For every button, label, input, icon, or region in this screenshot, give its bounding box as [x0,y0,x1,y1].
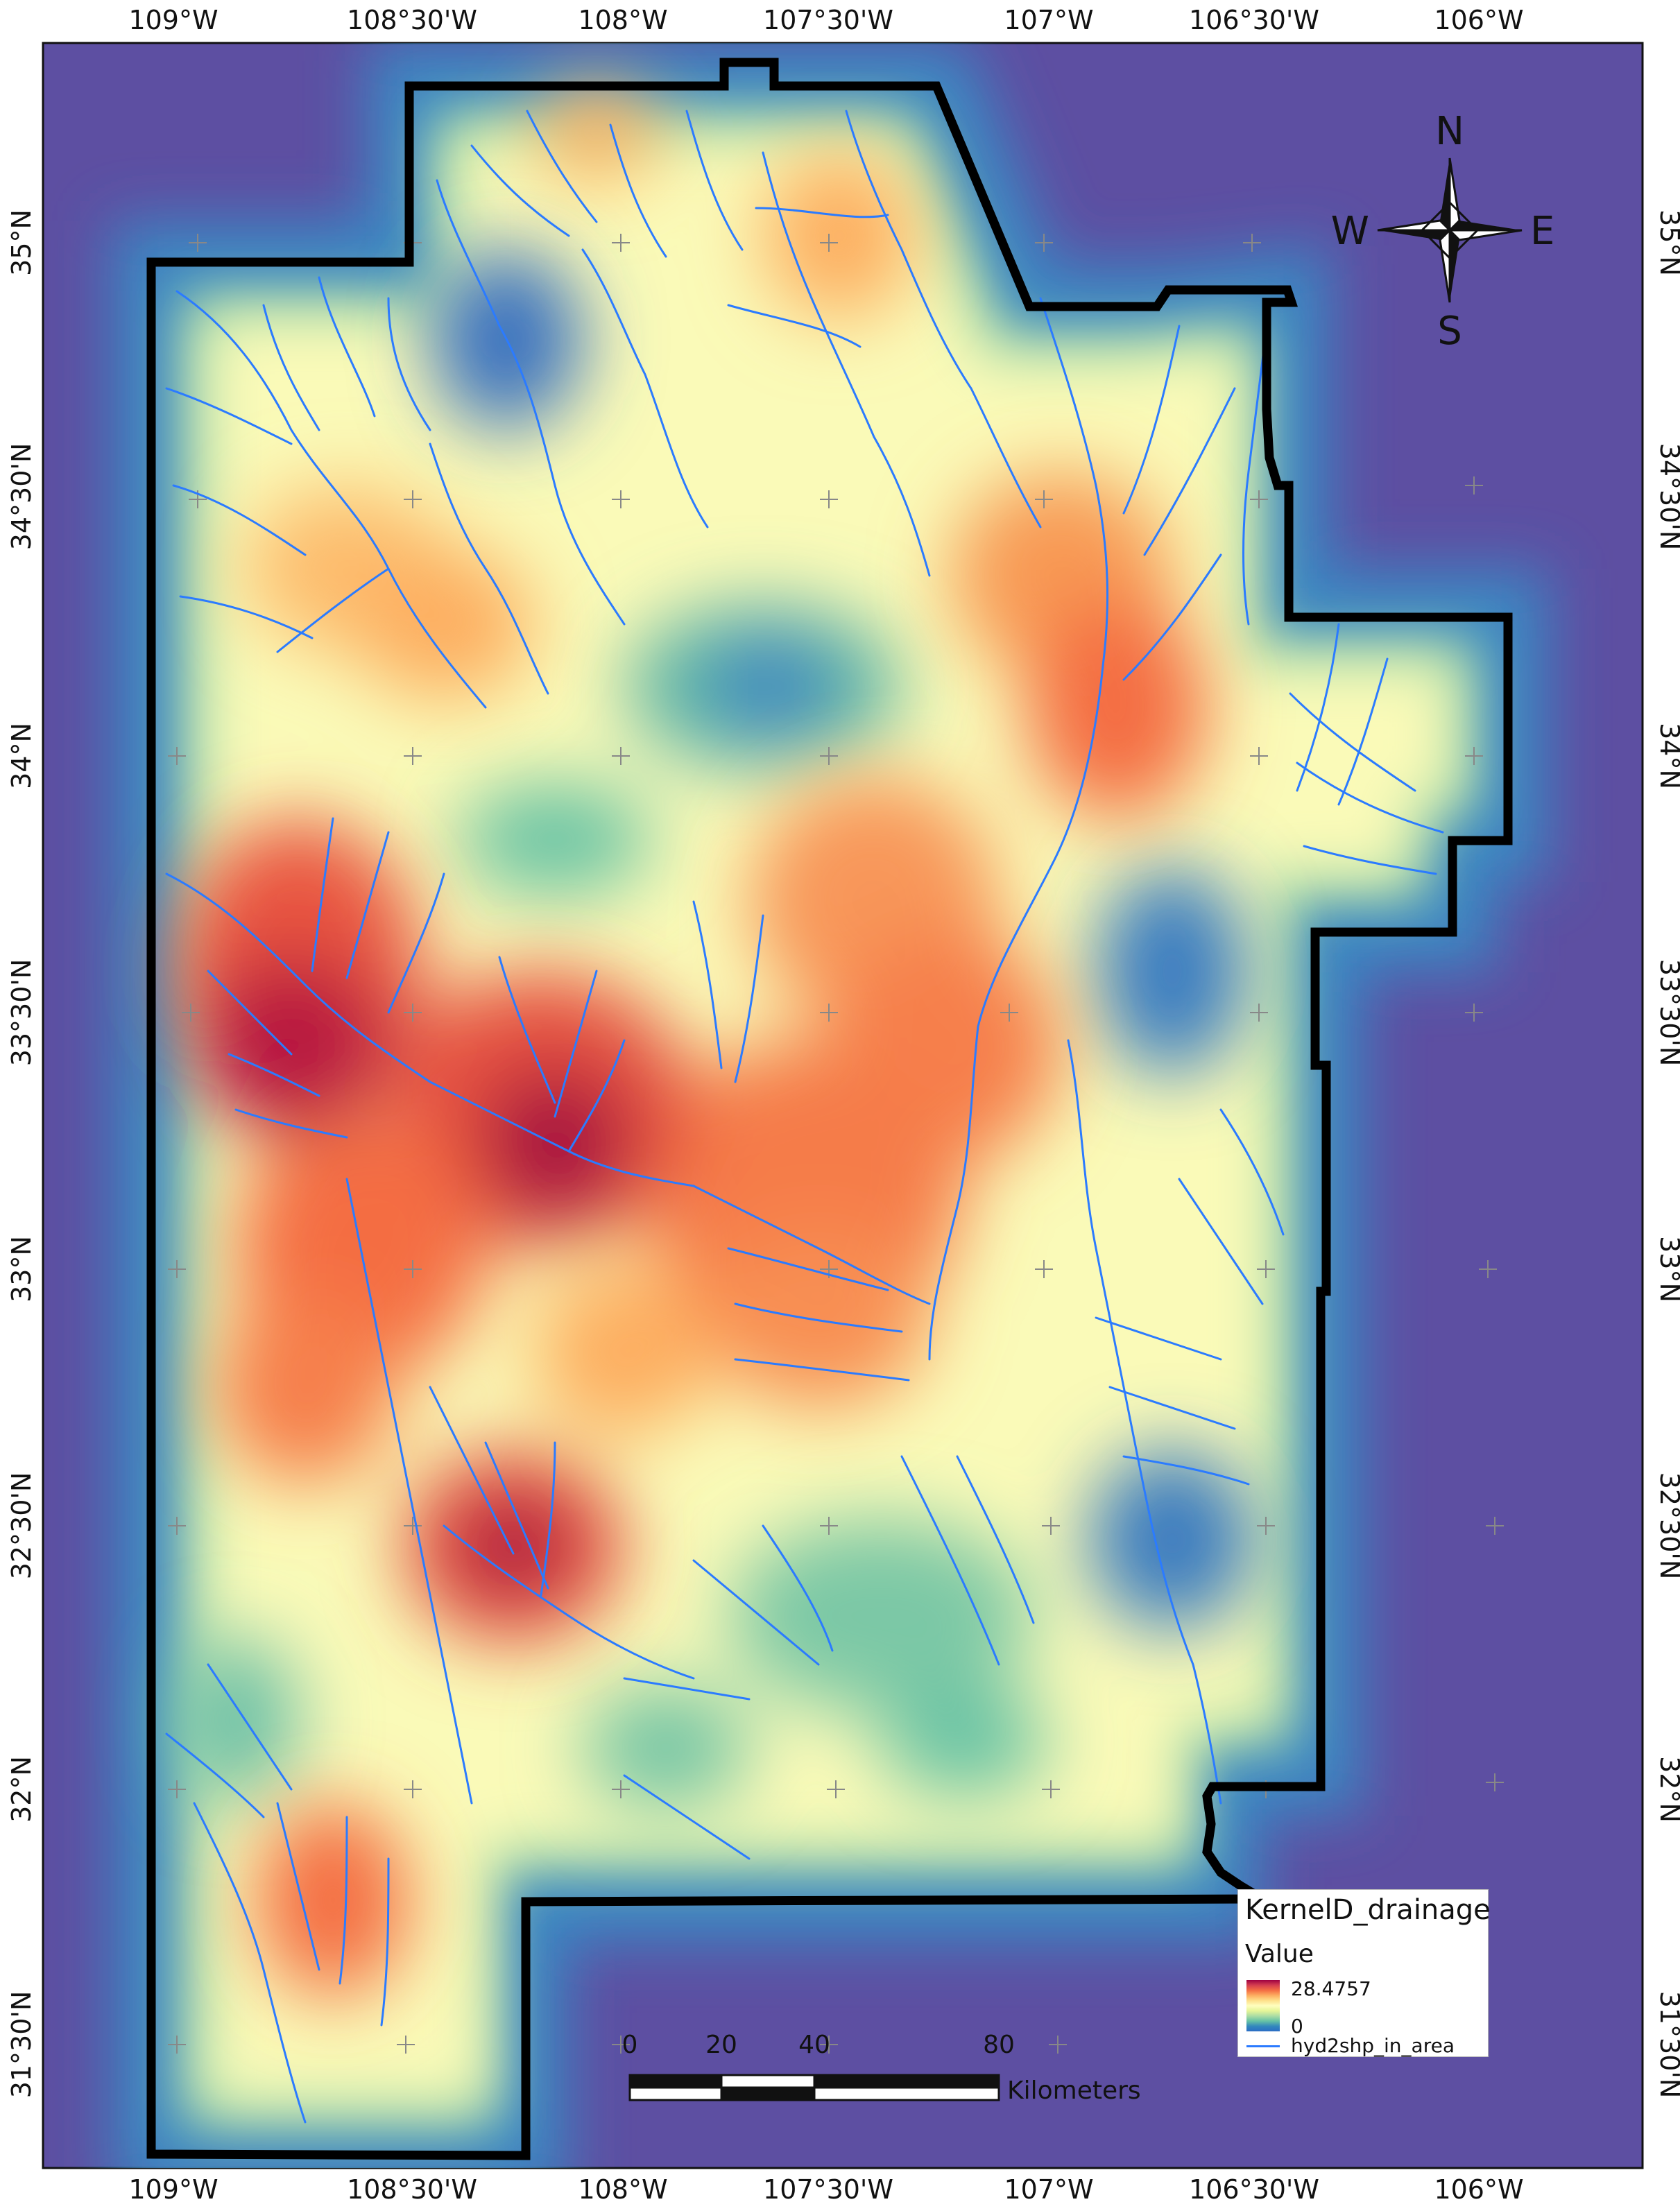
density-surface [111,43,1548,2168]
longitude-labels-top: 109°W 108°30'W 108°W 107°30'W 107°W 106°30'W 1… [128,5,1523,35]
lat-label-right: 35°N [1654,209,1680,276]
scale-label-40: 40 [798,2031,830,2059]
compass-n: N [1435,109,1464,154]
lat-label-right: 34°N [1654,723,1680,789]
lat-label-right: 32°30'N [1654,1472,1680,1580]
scale-units: Kilometers [1007,2076,1141,2105]
lon-label-top: 108°W [578,5,667,35]
scale-bar-graphic [628,2074,1000,2101]
latitude-labels-left: 35°N 34°30'N 34°N 33°30'N 33°N 32°30'N 32°N 31°… [6,209,37,2098]
lat-label-right: 34°30'N [1654,443,1680,551]
legend-stream-label: hyd2shp_in_area [1291,2034,1455,2057]
drainage-streams [165,110,1444,2124]
lon-label-top: 107°W [1004,5,1093,35]
lon-label-top: 106°W [1434,5,1523,35]
scale-bar: 0 20 40 80 Kilometers [622,2031,1141,2114]
lat-label-left: 34°30'N [6,443,37,551]
lat-label-left: 33°N [6,1236,37,1302]
scale-label-80: 80 [983,2031,1015,2059]
lon-label-bottom: 108°W [578,2174,667,2205]
lon-label-bottom: 107°W [1004,2174,1093,2205]
latitude-labels-right: 35°N 34°30'N 34°N 33°30'N 33°N 32°30'N 32°N 31°… [1654,209,1680,2098]
lat-label-left: 33°30'N [6,959,37,1067]
lon-label-top: 108°30'W [347,5,477,35]
lat-label-left: 34°N [6,723,37,789]
lon-label-bottom: 108°30'W [347,2174,477,2205]
lat-label-left: 35°N [6,209,37,276]
legend-stream-symbol [1246,2045,1280,2047]
lat-label-right: 33°30'N [1654,959,1680,1067]
compass-e: E [1530,209,1554,254]
lon-label-bottom: 106°30'W [1189,2174,1319,2205]
lat-label-right: 31°30'N [1654,1991,1680,2099]
lon-label-top: 109°W [128,5,218,35]
graticule-crosses [168,234,1504,2054]
lat-label-left: 32°N [6,1756,37,1823]
compass-w: W [1331,209,1369,254]
lon-label-bottom: 107°30'W [763,2174,893,2205]
north-arrow-icon: N S E W [1331,109,1555,354]
legend-max-value: 28.4757 [1291,1977,1371,2000]
scale-label-20: 20 [705,2031,737,2059]
legend-min-value: 0 [1291,2015,1303,2038]
lon-label-bottom: 109°W [128,2174,218,2205]
legend-value-label: Value [1245,1940,1314,1968]
lon-label-top: 106°30'W [1189,5,1319,35]
lon-label-bottom: 106°W [1434,2174,1523,2205]
legend-color-ramp [1246,1980,1280,2031]
legend-title: KernelD_drainage [1245,1894,1491,1926]
lon-label-top: 107°30'W [763,5,893,35]
scale-label-0: 0 [622,2031,638,2059]
compass-s: S [1437,309,1462,354]
lat-label-left: 32°30'N [6,1472,37,1580]
lat-label-right: 32°N [1654,1756,1680,1823]
longitude-labels-bottom: 109°W 108°30'W 108°W 107°30'W 107°W 106°30'W 1… [128,2174,1523,2205]
study-area-boundary [146,58,1513,2160]
map-legend: KernelD_drainage Value 28.4757 0 hyd2shp… [1237,1889,1491,2057]
lat-label-left: 31°30'N [6,1991,37,2099]
lat-label-right: 33°N [1654,1236,1680,1302]
